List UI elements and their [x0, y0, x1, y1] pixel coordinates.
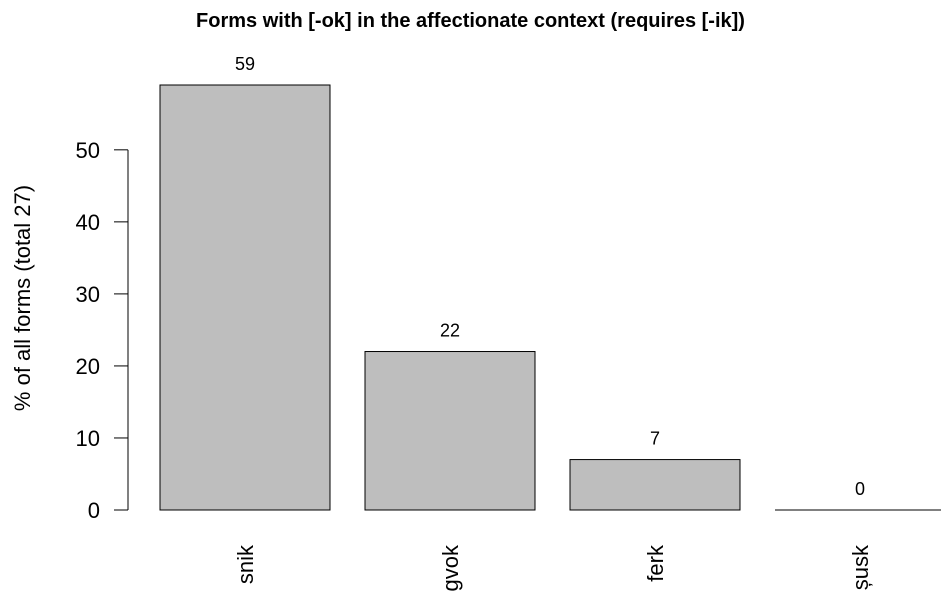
x-labels-group: snik gvok ferk șusk: [233, 544, 873, 591]
x-tick-label: ferk: [643, 544, 668, 582]
x-tick-label: snik: [233, 544, 258, 584]
x-tick-label: șusk: [848, 544, 873, 590]
x-tick-label: gvok: [438, 544, 463, 591]
bars-group: [159, 84, 941, 511]
chart-title: Forms with [-ok] in the affectionate con…: [196, 10, 745, 32]
bar-ferk: [569, 459, 741, 511]
value-label: 7: [650, 429, 660, 449]
y-tick-label: 0: [88, 498, 100, 523]
value-labels-group: 59 22 7 0: [235, 54, 865, 499]
y-tick-label: 30: [76, 282, 100, 307]
value-label: 59: [235, 54, 255, 74]
y-tick-label: 10: [76, 426, 100, 451]
bar-snik: [159, 84, 331, 511]
y-axis-label: % of all forms (total 27): [10, 185, 35, 411]
value-label: 22: [440, 321, 460, 341]
bar-gvok: [364, 351, 536, 511]
y-tick-label: 20: [76, 354, 100, 379]
value-label: 0: [855, 479, 865, 499]
y-tick-label: 40: [76, 210, 100, 235]
y-axis: 0 10 20 30 40 50: [76, 138, 129, 523]
y-tick-label: 50: [76, 138, 100, 163]
